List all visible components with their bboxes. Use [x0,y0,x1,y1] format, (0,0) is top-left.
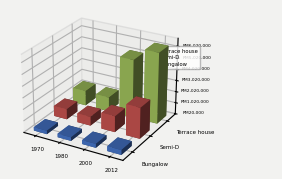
Legend: Terrace house, Semi-D, Bungalow: Terrace house, Semi-D, Bungalow [151,47,200,69]
